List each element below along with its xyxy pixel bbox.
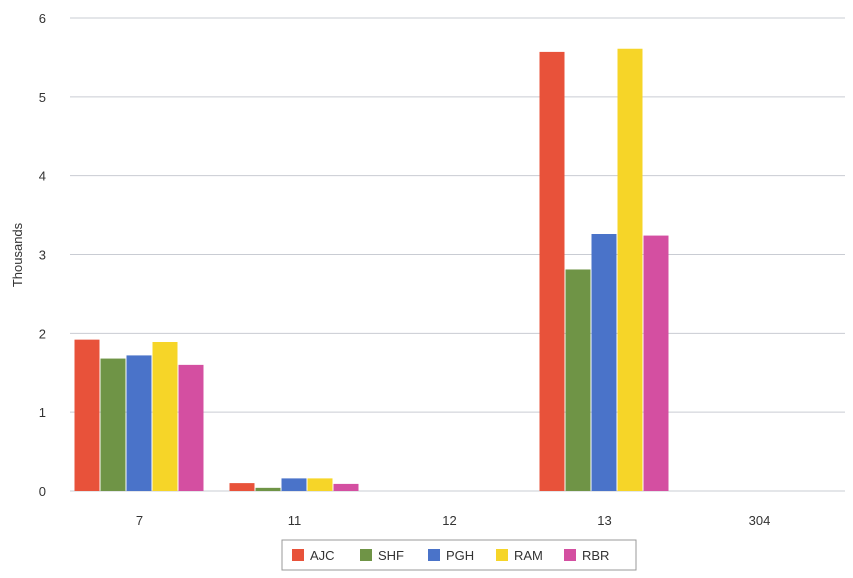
- legend-swatch-ajc: [292, 549, 304, 561]
- legend-label-ram: RAM: [514, 548, 543, 563]
- bar-pgh-13: [591, 234, 617, 491]
- y-tick-label: 3: [39, 248, 46, 263]
- legend-swatch-rbr: [564, 549, 576, 561]
- bar-shf-7: [100, 358, 126, 491]
- x-tick-label: 13: [597, 513, 611, 528]
- bar-ram-11: [307, 478, 333, 491]
- y-axis-title: Thousands: [10, 222, 25, 287]
- y-tick-label: 5: [39, 90, 46, 105]
- x-tick-label: 12: [442, 513, 456, 528]
- legend-label-pgh: PGH: [446, 548, 474, 563]
- bar-ajc-13: [539, 51, 565, 491]
- y-tick-label: 0: [39, 484, 46, 499]
- bar-ram-7: [152, 342, 178, 491]
- y-tick-label: 4: [39, 169, 46, 184]
- bar-ajc-11: [229, 483, 255, 491]
- y-tick-label: 6: [39, 11, 46, 26]
- bar-rbr-7: [178, 364, 204, 491]
- legend-swatch-ram: [496, 549, 508, 561]
- y-tick-label: 1: [39, 405, 46, 420]
- y-axis-ticks: 0 1 2 3 4 5 6: [39, 11, 46, 499]
- bars: [74, 48, 669, 492]
- bar-shf-11: [255, 487, 281, 491]
- bar-rbr-13: [643, 235, 669, 491]
- y-tick-label: 2: [39, 326, 46, 341]
- legend-label-ajc: AJC: [310, 548, 335, 563]
- x-tick-label: 304: [749, 513, 771, 528]
- bar-rbr-11: [333, 483, 359, 491]
- legend-label-shf: SHF: [378, 548, 404, 563]
- legend-swatch-pgh: [428, 549, 440, 561]
- legend-label-rbr: RBR: [582, 548, 609, 563]
- legend: AJC SHF PGH RAM RBR: [281, 539, 637, 571]
- bar-ram-13: [617, 48, 643, 492]
- legend-box: [281, 539, 637, 571]
- bar-pgh-11: [281, 478, 307, 491]
- bar-ajc-7: [74, 339, 100, 491]
- x-tick-label: 7: [136, 513, 143, 528]
- bar-pgh-7: [126, 355, 152, 491]
- legend-swatch-shf: [360, 549, 372, 561]
- x-axis-ticks: 7 11 12 13 304: [136, 513, 770, 528]
- x-tick-label: 11: [288, 513, 302, 528]
- bar-shf-13: [565, 269, 591, 491]
